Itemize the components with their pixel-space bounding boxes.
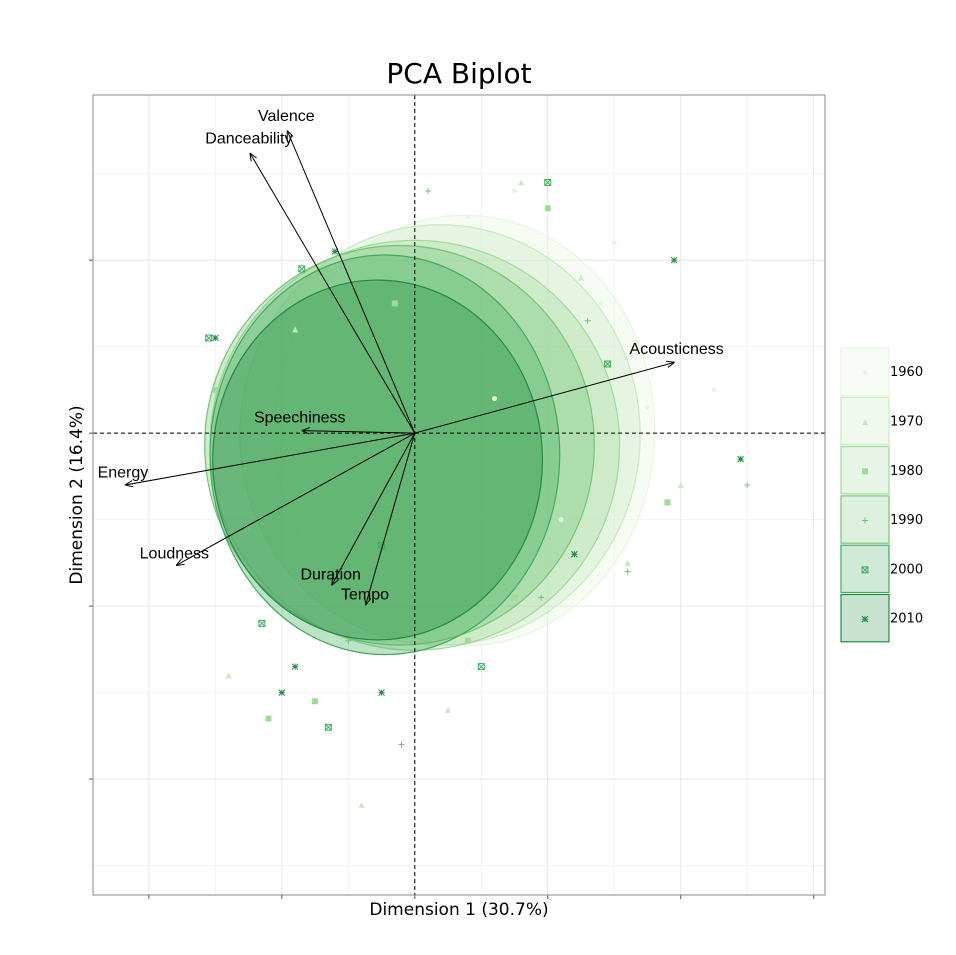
point <box>464 637 471 644</box>
point <box>737 455 744 463</box>
point <box>861 615 869 623</box>
point <box>604 360 612 368</box>
loading-label: Danceability <box>205 130 292 147</box>
point <box>862 468 868 475</box>
point <box>644 404 650 410</box>
point <box>445 706 452 713</box>
point <box>862 418 868 425</box>
confidence-ellipse <box>209 254 561 656</box>
point <box>312 698 319 705</box>
loading-arrow <box>302 431 415 434</box>
point <box>664 499 671 506</box>
point <box>862 370 868 376</box>
point <box>205 334 213 342</box>
legend-label: 2000 <box>890 562 923 577</box>
confidence-ellipse <box>239 224 641 646</box>
loading-arrow <box>287 130 416 434</box>
point <box>578 274 584 281</box>
point <box>345 637 352 644</box>
legend-label: 1960 <box>890 365 923 380</box>
point <box>598 300 604 306</box>
point <box>245 525 252 532</box>
point <box>544 178 552 186</box>
point <box>358 802 365 809</box>
legend-label: 1970 <box>890 414 923 429</box>
point <box>511 594 518 601</box>
point <box>544 205 551 212</box>
point <box>425 188 432 194</box>
point <box>291 663 299 671</box>
legend-key <box>840 446 890 495</box>
point <box>570 550 578 558</box>
loading-label: Duration <box>300 566 360 583</box>
loading-label: Loudness <box>140 546 209 563</box>
loading-label: Valence <box>258 108 315 125</box>
point <box>624 568 631 575</box>
y-axis-label: Dimension 2 (16.4%) <box>67 405 87 584</box>
point <box>558 517 564 523</box>
point <box>465 214 471 220</box>
point <box>512 188 518 194</box>
point <box>265 715 272 722</box>
point <box>258 619 266 627</box>
point <box>711 387 717 393</box>
legend-key <box>840 544 890 594</box>
point <box>611 240 617 246</box>
point <box>518 179 525 186</box>
point <box>391 300 398 307</box>
point <box>211 334 219 342</box>
plot-frame <box>92 94 826 896</box>
loading-arrow <box>176 432 416 565</box>
point <box>477 663 485 671</box>
point <box>225 672 232 679</box>
point <box>324 723 332 731</box>
point <box>744 482 751 489</box>
confidence-ellipse <box>212 279 544 641</box>
loading-label: Energy <box>98 465 149 482</box>
x-axis-label: Dimension 1 (30.7%) <box>369 900 548 920</box>
point <box>670 256 678 264</box>
point <box>584 317 591 324</box>
chart-title: PCA Biplot <box>386 57 531 90</box>
loading-arrow <box>125 432 415 485</box>
loading-label: Tempo <box>341 586 389 603</box>
loading-label: Speechiness <box>254 410 346 427</box>
loading-arrow <box>250 153 416 434</box>
point <box>624 559 631 566</box>
legend-label: 1980 <box>890 464 923 479</box>
point <box>298 265 306 273</box>
point <box>292 326 299 333</box>
legend-label: 2010 <box>890 612 923 627</box>
loading-arrow <box>366 433 416 605</box>
point <box>278 689 286 696</box>
legend-label: 1990 <box>890 513 923 528</box>
point <box>398 741 405 748</box>
point <box>861 566 869 574</box>
loading-label: Acousticness <box>630 341 724 358</box>
point <box>862 517 868 524</box>
confidence-ellipse <box>204 244 595 646</box>
point <box>492 396 498 402</box>
point <box>212 386 219 393</box>
point <box>331 248 339 255</box>
point <box>677 482 684 489</box>
point <box>378 689 385 696</box>
confidence-ellipse <box>273 214 656 647</box>
loading-arrow <box>332 432 416 585</box>
point <box>538 594 545 601</box>
loading-arrow <box>414 362 675 434</box>
